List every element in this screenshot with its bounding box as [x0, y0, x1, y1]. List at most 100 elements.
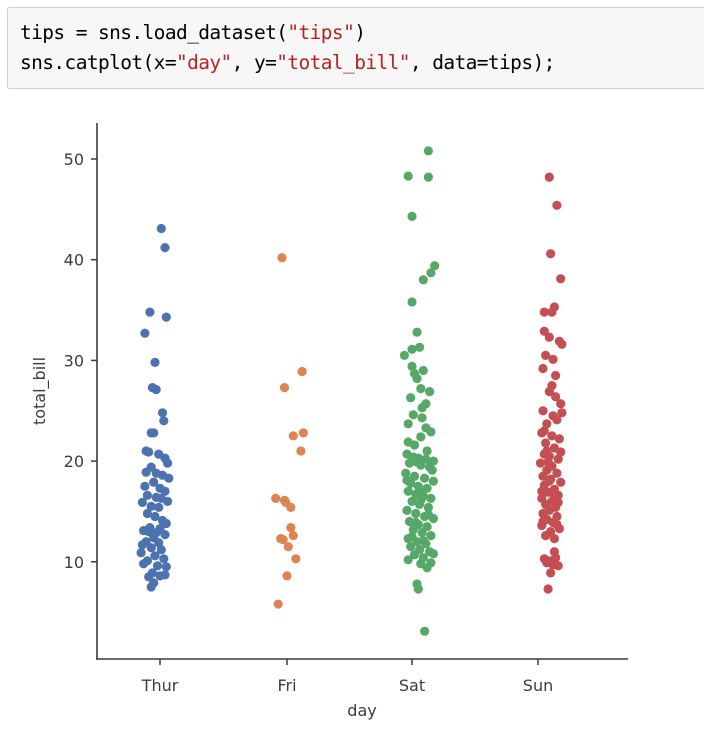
data-point-fri — [278, 535, 288, 545]
y-tick-label: 30 — [64, 351, 84, 370]
data-point-sun — [552, 200, 562, 210]
y-tick-label: 10 — [64, 553, 84, 572]
data-point-thur — [137, 540, 147, 550]
data-point-fri — [286, 502, 296, 512]
data-point-sat — [415, 342, 425, 352]
data-point-sun — [538, 471, 548, 481]
data-point-sat — [408, 525, 418, 535]
data-point-sun — [556, 399, 566, 409]
code-text: , y= — [231, 51, 277, 74]
data-point-sun — [547, 307, 557, 317]
data-point-sat — [430, 261, 440, 271]
data-point-sun — [557, 408, 567, 418]
y-axis-label: total_bill — [30, 357, 50, 425]
data-point-sat — [423, 502, 433, 512]
data-point-sat — [426, 558, 436, 568]
data-point-sat — [403, 437, 413, 447]
data-point-fri — [288, 531, 298, 541]
data-point-sun — [538, 406, 548, 416]
data-point-sun — [541, 531, 551, 541]
code-cell[interactable]: tips = sns.load_dataset("tips") sns.catp… — [7, 7, 704, 89]
data-point-sat — [422, 483, 432, 493]
data-point-sat — [407, 532, 417, 542]
data-point-thur — [164, 473, 174, 483]
code-string: "total_bill" — [276, 51, 410, 74]
y-tick-label: 40 — [64, 251, 84, 270]
data-point-fri — [283, 542, 293, 552]
data-point-thur — [136, 548, 146, 558]
data-point-sat — [428, 549, 438, 559]
data-point-thur — [142, 490, 152, 500]
x-tick-label-fri: Fri — [277, 676, 296, 695]
data-point-sat — [412, 327, 422, 337]
data-point-sun — [544, 172, 554, 182]
data-point-sat — [406, 542, 416, 552]
data-point-sun — [541, 350, 551, 360]
data-point-fri — [277, 253, 287, 263]
data-point-sat — [416, 432, 426, 442]
data-point-sat — [427, 465, 437, 475]
data-point-sun — [541, 438, 551, 448]
data-point-thur — [159, 554, 169, 564]
x-tick-label-sun: Sun — [523, 676, 553, 695]
data-point-sun — [549, 547, 560, 557]
data-point-thur — [157, 408, 168, 418]
y-tick-label: 50 — [64, 150, 84, 169]
data-point-thur — [152, 561, 163, 571]
data-point-sun — [549, 534, 560, 544]
data-point-sat — [413, 584, 423, 594]
data-point-sat — [418, 536, 428, 546]
data-point-sun — [547, 431, 557, 441]
code-text: , data=tips); — [409, 51, 555, 74]
data-point-sat — [417, 413, 427, 423]
data-point-thur — [150, 511, 160, 522]
data-point-sat — [403, 486, 413, 496]
data-point-sun — [542, 446, 552, 456]
data-point-sun — [539, 426, 549, 436]
data-point-thur — [151, 385, 161, 395]
data-point-sat — [420, 626, 430, 636]
data-point-thur — [149, 477, 159, 487]
data-point-thur — [156, 545, 166, 555]
code-text: ) — [354, 21, 366, 44]
data-point-fri — [271, 493, 281, 503]
data-point-sat — [423, 146, 433, 156]
data-point-thur — [163, 458, 173, 468]
data-point-sat — [409, 471, 420, 481]
data-point-fri — [273, 599, 283, 609]
data-point-sat — [403, 419, 413, 429]
data-point-thur — [146, 501, 156, 511]
data-point-sun — [542, 419, 552, 429]
data-point-sat — [422, 446, 432, 456]
code-text: tips = sns.load_dataset( — [20, 21, 288, 44]
data-point-sat — [425, 387, 435, 397]
x-tick-label-thur: Thur — [141, 676, 179, 695]
data-point-fri — [288, 431, 298, 441]
data-point-sun — [544, 332, 554, 342]
data-point-thur — [137, 497, 147, 507]
data-point-sat — [416, 384, 426, 394]
data-point-thur — [161, 562, 171, 572]
data-point-sat — [404, 458, 415, 468]
data-point-sat — [407, 344, 417, 354]
data-point-sat — [407, 361, 417, 371]
data-point-thur — [160, 486, 170, 496]
data-point-sun — [538, 516, 548, 527]
data-point-sun — [538, 363, 548, 374]
data-point-sat — [423, 509, 433, 520]
data-point-sat — [426, 531, 436, 541]
data-point-sat — [407, 211, 417, 221]
data-point-sat — [407, 297, 417, 307]
data-point-thur — [140, 481, 150, 491]
data-point-fri — [291, 554, 301, 564]
data-point-thur — [159, 416, 169, 426]
data-point-thur — [139, 559, 149, 569]
code-string: "day" — [175, 51, 232, 74]
x-axis-label: day — [347, 701, 376, 720]
data-point-sat — [411, 517, 421, 528]
data-point-sat — [412, 457, 422, 467]
data-point-sat — [409, 368, 420, 379]
data-point-sat — [401, 468, 411, 478]
data-point-sat — [417, 528, 427, 538]
data-point-sun — [552, 415, 562, 425]
